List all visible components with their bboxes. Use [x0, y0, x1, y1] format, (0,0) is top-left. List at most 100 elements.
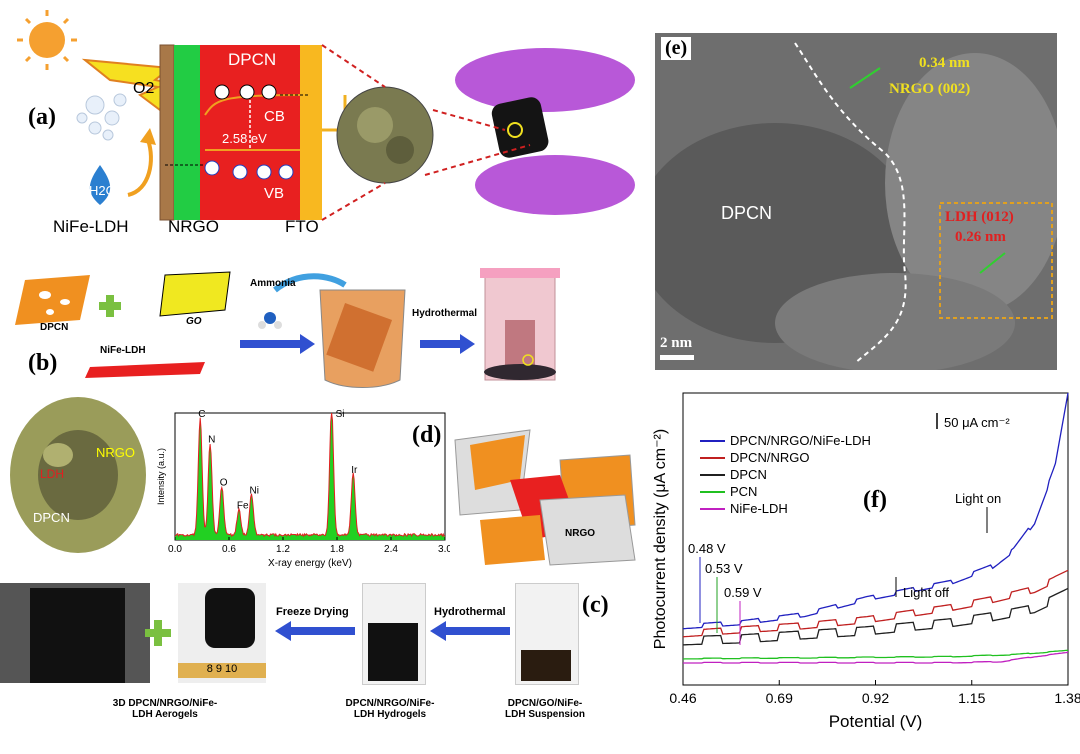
pc-xtick-label: 0.46	[669, 690, 696, 706]
pc-legend-label: DPCN/NRGO/NiFe-LDH	[730, 433, 871, 448]
panel-label-b: (b)	[28, 350, 57, 377]
nrgo-spacing-label: 0.34 nm	[919, 55, 970, 72]
edx-chart: C N O FeNi Si Ir 0.0 0.6 1.2 1.8 2.4 3.0 X-ray energ…	[150, 405, 450, 575]
pc-scale-label: 50 μA cm⁻²	[944, 415, 1010, 430]
pc-series-line	[683, 570, 1068, 637]
edx-peak-label: Fe	[237, 501, 249, 512]
pc-v2-label: 0.53 V	[705, 561, 743, 576]
edx-xtick-label: 1.8	[330, 544, 344, 555]
pc-legend-label: DPCN/NRGO	[730, 450, 809, 465]
panel-label-a: (a)	[28, 104, 56, 131]
ammonia-label: Ammonia	[250, 278, 296, 289]
edx-peak-label: O	[220, 478, 228, 489]
panel-c: 8 9 10 Freeze Drying Hydrothermal (c) 3D…	[0, 578, 650, 749]
nife-label: NiFe-LDH	[53, 217, 129, 237]
vb-label: VB	[264, 185, 284, 202]
cb-label: CB	[264, 108, 285, 125]
panel-f: DPCN/NRGO/NiFe-LDH DPCN/NRGO DPCN PCN NiFe-L…	[650, 385, 1080, 749]
panel-e: (e) 0.34 nm NRGO (002) DPCN LDH (012) 0.…	[655, 33, 1057, 370]
ldh-plane-label: LDH (012)	[945, 209, 1014, 226]
edx-xtick-label: 2.4	[384, 544, 398, 555]
suspension-caption: DPCN/GO/NiFe- LDH Suspension	[475, 698, 615, 720]
panel-label-c: (c)	[582, 592, 609, 619]
arrow-1	[240, 334, 315, 354]
edx-frame	[175, 413, 445, 540]
sem-image: NRGO LDH DPCN	[8, 395, 148, 555]
nrgo-sheet-illustration: NRGO	[450, 420, 650, 570]
suspension-fill	[521, 650, 571, 681]
arrow-2	[420, 334, 475, 354]
edx-xlabel: X-ray energy (keV)	[268, 558, 352, 569]
pc-legend-label: NiFe-LDH	[730, 501, 788, 516]
pc-v1-label: 0.48 V	[688, 541, 726, 556]
hydrogel-fill	[368, 623, 418, 681]
edx-peak-label: Ir	[351, 465, 358, 476]
panel-a: (a) O2 H2O NiFe-LDH NRGO FTO DPCN CB VB …	[0, 0, 650, 250]
bandgap-label: 2.58 eV	[222, 131, 267, 146]
go-sheet-label: GO	[186, 316, 202, 327]
sem-ldh-label: LDH	[40, 467, 64, 481]
go-sheet	[160, 272, 230, 316]
pc-xtick-label: 0.69	[766, 690, 793, 706]
pc-xtick-label: 1.15	[958, 690, 985, 706]
panel-b-diagram	[0, 250, 650, 390]
pc-legend-label: PCN	[730, 484, 757, 499]
dpcn-sheet	[15, 275, 90, 325]
edx-peak-label: C	[198, 409, 205, 420]
pc-ylabel: Photocurrent density (μA cm⁻²)	[652, 429, 669, 649]
photocurrent-chart: DPCN/NRGO/NiFe-LDH DPCN/NRGO DPCN PCN NiFe-L…	[650, 385, 1080, 749]
fto-label: FTO	[285, 217, 319, 237]
pc-series-line	[683, 650, 1068, 659]
pc-xtick-label: 1.38	[1054, 690, 1080, 706]
panel-label-d: (d)	[412, 422, 441, 449]
pc-xtick-label: 0.92	[862, 690, 889, 706]
nife-sheet-label: NiFe-LDH	[100, 345, 146, 356]
edx-spectrum-fill	[175, 413, 445, 540]
edx-xtick-label: 0.0	[168, 544, 182, 555]
h2o-label: H2O	[89, 183, 116, 198]
dpcn-sheet-label: DPCN	[40, 322, 68, 333]
ldh-spacing-label: 0.26 nm	[955, 229, 1006, 246]
edx-xtick-label: 1.2	[276, 544, 290, 555]
pc-xlabel: Potential (V)	[829, 712, 923, 731]
panel-label-f: (f)	[863, 487, 887, 514]
panel-b: (b) DPCN GO NiFe-LDH Ammonia Hydrotherma…	[0, 250, 650, 390]
hydrothermal-label-b: Hydrothermal	[412, 308, 477, 319]
bubbles-icon	[77, 94, 126, 140]
panel-label-e: (e)	[661, 37, 691, 60]
tem-dpcn-label: DPCN	[721, 203, 772, 224]
hydrothermal-label-c: Hydrothermal	[434, 606, 506, 618]
pc-v3-label: 0.59 V	[724, 585, 762, 600]
nrgo-sheet-label: NRGO	[565, 528, 595, 539]
panel-a-diagram	[0, 0, 650, 250]
aerogel-block	[30, 588, 125, 683]
nrgo-plane-label: NRGO (002)	[889, 81, 970, 98]
ammonia-icon	[258, 312, 282, 329]
edx-peak-label: Ni	[250, 485, 259, 496]
pc-light-on-label: Light on	[955, 491, 1001, 506]
edx-spectrum-line	[175, 413, 445, 536]
panel-d: C N O Fe Ni Si Ir 0.0 0.6 1.2 1.8 2.4 3.0 X-ray energ…	[150, 405, 450, 575]
sun-icon	[17, 10, 77, 70]
edx-ylabel: Intensity (a.u.)	[156, 448, 166, 505]
tem-image	[655, 33, 1057, 370]
dpcn-layer-label: DPCN	[228, 50, 276, 70]
aerogel-cylinder	[205, 588, 255, 648]
edx-xtick-label: 3.0	[438, 544, 450, 555]
o2-label: O2	[133, 80, 154, 98]
arrow-left-1	[275, 618, 355, 644]
aerogel-caption: 3D DPCN/NRGO/NiFe- LDH Aerogels	[80, 698, 250, 720]
sem-dpcn-label: DPCN	[33, 510, 70, 525]
pc-legend-label: DPCN	[730, 467, 767, 482]
hydrogel-caption: DPCN/NRGO/NiFe- LDH Hydrogels	[320, 698, 460, 720]
scale-bar-label: 2 nm	[660, 335, 692, 352]
ruler: 8 9 10	[178, 663, 266, 678]
pc-light-off-label: Light off	[903, 585, 949, 600]
edx-xtick-label: 0.6	[222, 544, 236, 555]
nrgo-label: NRGO	[168, 217, 219, 237]
plus-icon	[143, 618, 173, 648]
edx-peak-label: N	[208, 435, 215, 446]
sem-nrgo-label: NRGO	[96, 445, 135, 460]
freeze-drying-label: Freeze Drying	[276, 606, 349, 618]
arrow-left-2	[430, 618, 510, 644]
